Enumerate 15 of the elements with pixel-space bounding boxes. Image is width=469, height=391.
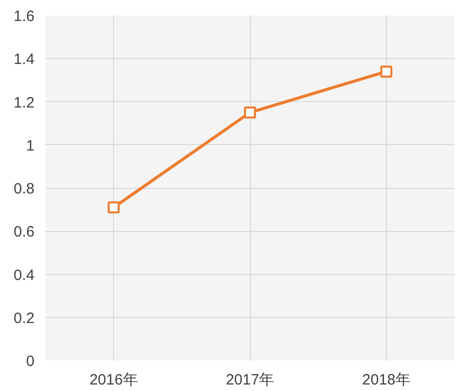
x-tick-label: 2016年: [89, 372, 138, 388]
x-tick-label: 2017年: [226, 372, 274, 388]
y-tick-label: 0.2: [14, 310, 35, 327]
y-tick-label: 1.2: [14, 94, 35, 112]
point: [108, 201, 120, 214]
y-tick-label: 0: [26, 353, 34, 370]
y-tick-label: 0.8: [14, 180, 35, 198]
point: [380, 66, 392, 78]
y-tick-label: 0.6: [14, 224, 35, 241]
y-tick-label: 0.4: [14, 266, 35, 284]
point: [244, 106, 256, 119]
y-tick-label: 1.4: [14, 51, 35, 68]
x-tick-label: 2018年: [362, 372, 411, 388]
y-tick-label: 1: [26, 137, 34, 154]
y-tick-label: 1.6: [14, 8, 35, 25]
